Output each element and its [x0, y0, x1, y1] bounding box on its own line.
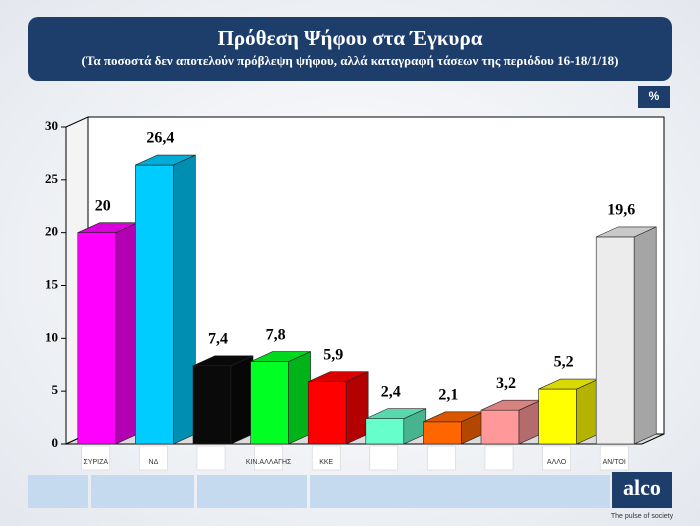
bar-side	[230, 355, 254, 445]
bar	[423, 411, 484, 445]
y-tick-label: 30	[45, 118, 58, 133]
footer	[28, 472, 672, 508]
bar-side	[345, 371, 369, 445]
value-label: 19,6	[607, 202, 635, 219]
y-tick-label: 0	[52, 435, 59, 450]
bar-front	[307, 381, 347, 445]
bar-side	[173, 154, 196, 445]
bar-front	[250, 361, 289, 445]
bar-side	[576, 378, 599, 445]
party-logo	[542, 445, 571, 471]
value-label: 7,4	[208, 330, 228, 347]
party-logo	[311, 445, 341, 471]
x-tick-label: ΑΛΛΟ	[547, 459, 567, 466]
party-logo	[427, 445, 456, 471]
bar	[135, 154, 196, 445]
brand: alco	[623, 475, 661, 500]
bar	[250, 351, 311, 445]
bar-top	[365, 408, 426, 419]
value-label: 5,9	[323, 346, 343, 363]
bar-front	[538, 388, 577, 445]
bar-top	[250, 351, 311, 362]
plot: 0 5 10 15 20 25 30 20 ΣΥΡΙΖΑ 26,4 ΝΔ 7,4 7,8 ΚΙΝ.ΑΛΛΑ…	[45, 116, 665, 471]
bar	[365, 408, 427, 445]
value-label: 2,4	[381, 383, 401, 400]
y-tick-label: 20	[45, 224, 58, 239]
bar	[595, 226, 657, 445]
bar-front	[365, 418, 405, 445]
value-label: 2,1	[438, 386, 458, 403]
bar-top	[596, 226, 657, 238]
bar-top	[135, 154, 196, 166]
bar	[77, 222, 139, 445]
bar	[192, 355, 254, 445]
y-tick-label: 5	[52, 382, 59, 397]
value-label: 5,2	[554, 354, 574, 371]
bar-top	[308, 371, 369, 382]
chart-title: Πρόθεση Ψήφου στα Έγκυρα	[218, 26, 483, 50]
footer-box	[28, 475, 88, 508]
bar	[538, 378, 599, 445]
party-logo	[599, 445, 629, 471]
footer-box	[197, 475, 307, 508]
x-tick-label: ΝΔ	[149, 459, 159, 466]
bar	[307, 371, 369, 445]
bar-side	[115, 222, 139, 445]
party-logo	[196, 445, 226, 471]
party-logo	[484, 445, 514, 471]
unit-label: %	[649, 89, 660, 103]
bar-front	[595, 236, 635, 445]
tagline: The pulse of society	[611, 513, 674, 520]
y-tick-label: 25	[45, 171, 59, 186]
y-tick-label: 10	[45, 329, 58, 344]
party-logo	[139, 445, 168, 471]
x-tick-label: ΚΙΝ.ΑΛΛΑΓΗΣ	[246, 459, 292, 466]
bar-side	[633, 226, 657, 445]
x-tick-label: ΚΚΕ	[319, 459, 333, 466]
bar-front	[480, 409, 520, 445]
footer-box	[310, 475, 610, 508]
bar-front	[77, 232, 117, 445]
footer-box	[91, 475, 194, 508]
value-label: 26,4	[146, 130, 174, 147]
bar-front	[192, 365, 232, 445]
header-band	[28, 17, 672, 81]
party-logo	[369, 445, 399, 471]
bar-top	[192, 355, 254, 367]
party-logo	[81, 445, 111, 471]
unit-box	[638, 86, 670, 108]
brand-box	[612, 472, 672, 508]
x-tick-label: ΣΥΡΙΖΑ	[84, 459, 109, 466]
bar-front	[423, 421, 462, 445]
x-tick-label: ΑΝ/ΤΟΙ	[603, 459, 626, 466]
bar-front	[135, 164, 174, 445]
value-label: 3,2	[496, 375, 516, 392]
chart-subtitle: (Τα ποσοστά δεν αποτελούν πρόβλεψη ψήφου…	[82, 53, 619, 68]
y-tick-label: 15	[45, 276, 59, 291]
value-label: 20	[95, 197, 111, 214]
bar-side	[288, 351, 311, 445]
value-label: 7,8	[266, 326, 286, 343]
party-logo	[254, 445, 283, 471]
bar	[480, 399, 542, 445]
